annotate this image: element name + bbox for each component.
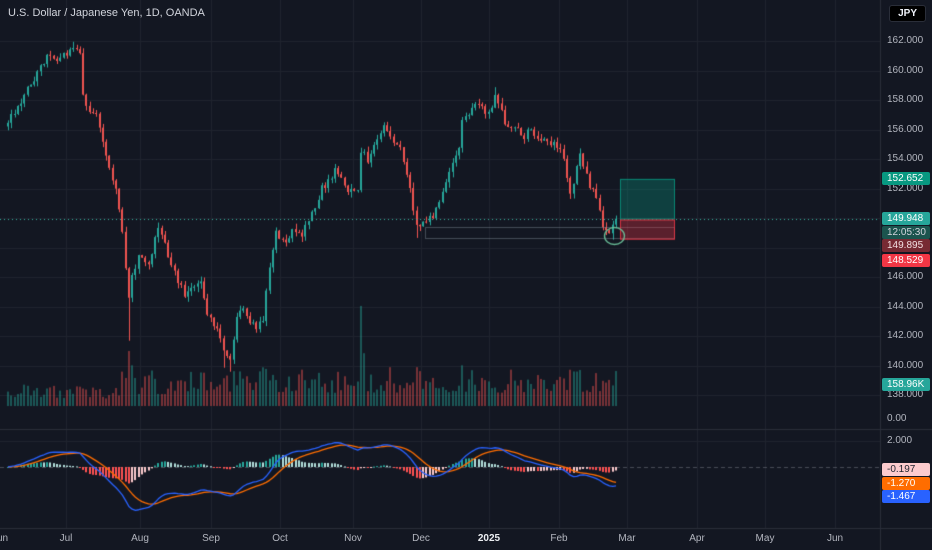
time-tick-label: Aug bbox=[131, 533, 149, 544]
tp-price-label: 152.652 bbox=[882, 172, 930, 185]
price-tick-label: 144.000 bbox=[887, 300, 924, 312]
time-tick-label: Jul bbox=[59, 533, 73, 544]
time-tick-label: Jun bbox=[0, 533, 9, 544]
price-tick-label: 154.000 bbox=[887, 153, 924, 164]
time-tick-label: 2025 bbox=[477, 533, 501, 544]
price-tick-label: 162.000 bbox=[887, 35, 924, 46]
time-tick-label: Nov bbox=[344, 533, 362, 544]
price-tick-label: 156.000 bbox=[887, 123, 924, 135]
time-tick-label: Jun bbox=[826, 533, 844, 544]
macd-hist-label: -0.197 bbox=[882, 463, 930, 476]
time-tick-label: Oct bbox=[272, 533, 288, 544]
price-tick-label: 138.000 bbox=[887, 389, 924, 400]
currency-button[interactable]: JPY bbox=[889, 5, 926, 22]
macd-signal-label: -1.270 bbox=[882, 477, 930, 490]
time-tick-label: Feb bbox=[550, 533, 568, 544]
time-axis[interactable]: Jun Jul Aug Sep Oct Nov Dec 2025 Feb Mar Apr May Jun bbox=[0, 528, 880, 550]
entry-price-label: 149.895 bbox=[882, 239, 930, 252]
volume-zero-tick-label: 0.00 bbox=[887, 413, 907, 424]
time-tick-label: Sep bbox=[202, 533, 220, 544]
last-price-label: 149.948 bbox=[882, 212, 930, 225]
stop-price-label: 148.529 bbox=[882, 254, 930, 267]
symbol-legend: U.S. Dollar / Japanese Yen, 1D, OANDA bbox=[8, 7, 205, 19]
price-tick-label: 146.000 bbox=[887, 271, 924, 282]
price-tick-label: 158.000 bbox=[887, 94, 924, 105]
macd-line-label: -1.467 bbox=[882, 490, 930, 503]
time-tick-label: Apr bbox=[689, 533, 705, 544]
price-tick-label: 160.000 bbox=[887, 64, 924, 76]
volume-value-label: 158.96K bbox=[882, 378, 930, 391]
time-tick-label: Mar bbox=[618, 533, 636, 544]
price-tick-label: 140.000 bbox=[887, 359, 924, 371]
macd-tick-label: 2.000 bbox=[887, 435, 913, 446]
price-axis[interactable]: 162.000 160.000 158.000 156.000 154.000 152.0… bbox=[881, 0, 932, 528]
time-tick-label: Dec bbox=[412, 533, 430, 544]
countdown-label: 12:05:30 bbox=[882, 226, 930, 239]
price-tick-label: 152.000 bbox=[887, 182, 924, 194]
price-tick-label: 142.000 bbox=[887, 330, 924, 341]
time-tick-label: May bbox=[755, 533, 775, 544]
